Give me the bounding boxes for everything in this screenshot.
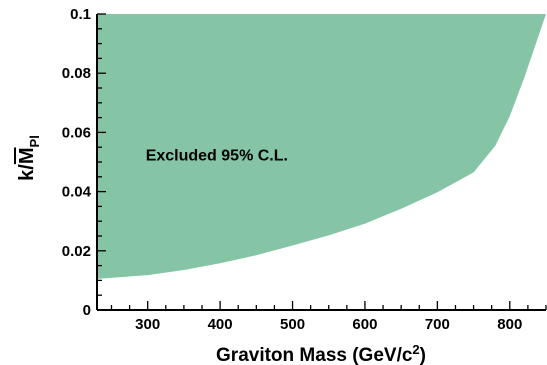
x-tick-label: 800 xyxy=(497,316,522,333)
y-axis: 0 0.02 0.04 0.06 0.08 0.1 xyxy=(62,6,106,319)
x-axis: 300 400 500 600 700 800 xyxy=(110,301,547,333)
excluded-label: Excluded 95% C.L. xyxy=(146,148,288,165)
y-tick-label: 0.08 xyxy=(62,65,91,82)
y-tick-label: 0.1 xyxy=(70,6,91,23)
excluded-region xyxy=(97,14,546,279)
y-tick-label: 0.02 xyxy=(62,243,91,260)
y-tick-label: 0.04 xyxy=(62,184,92,201)
x-axis-title: Graviton Mass (GeV/c2) xyxy=(216,342,426,365)
x-tick-label: 500 xyxy=(280,316,305,333)
annotations: Excluded 95% C.L. xyxy=(146,148,288,165)
x-tick-label: 300 xyxy=(135,316,160,333)
x-tick-label: 400 xyxy=(208,316,233,333)
y-tick-label: 0.06 xyxy=(62,124,91,141)
y-tick-label: 0 xyxy=(83,302,91,319)
y-axis-title: k/MPl xyxy=(16,135,42,181)
x-tick-label: 600 xyxy=(352,316,377,333)
x-tick-label: 700 xyxy=(425,316,450,333)
